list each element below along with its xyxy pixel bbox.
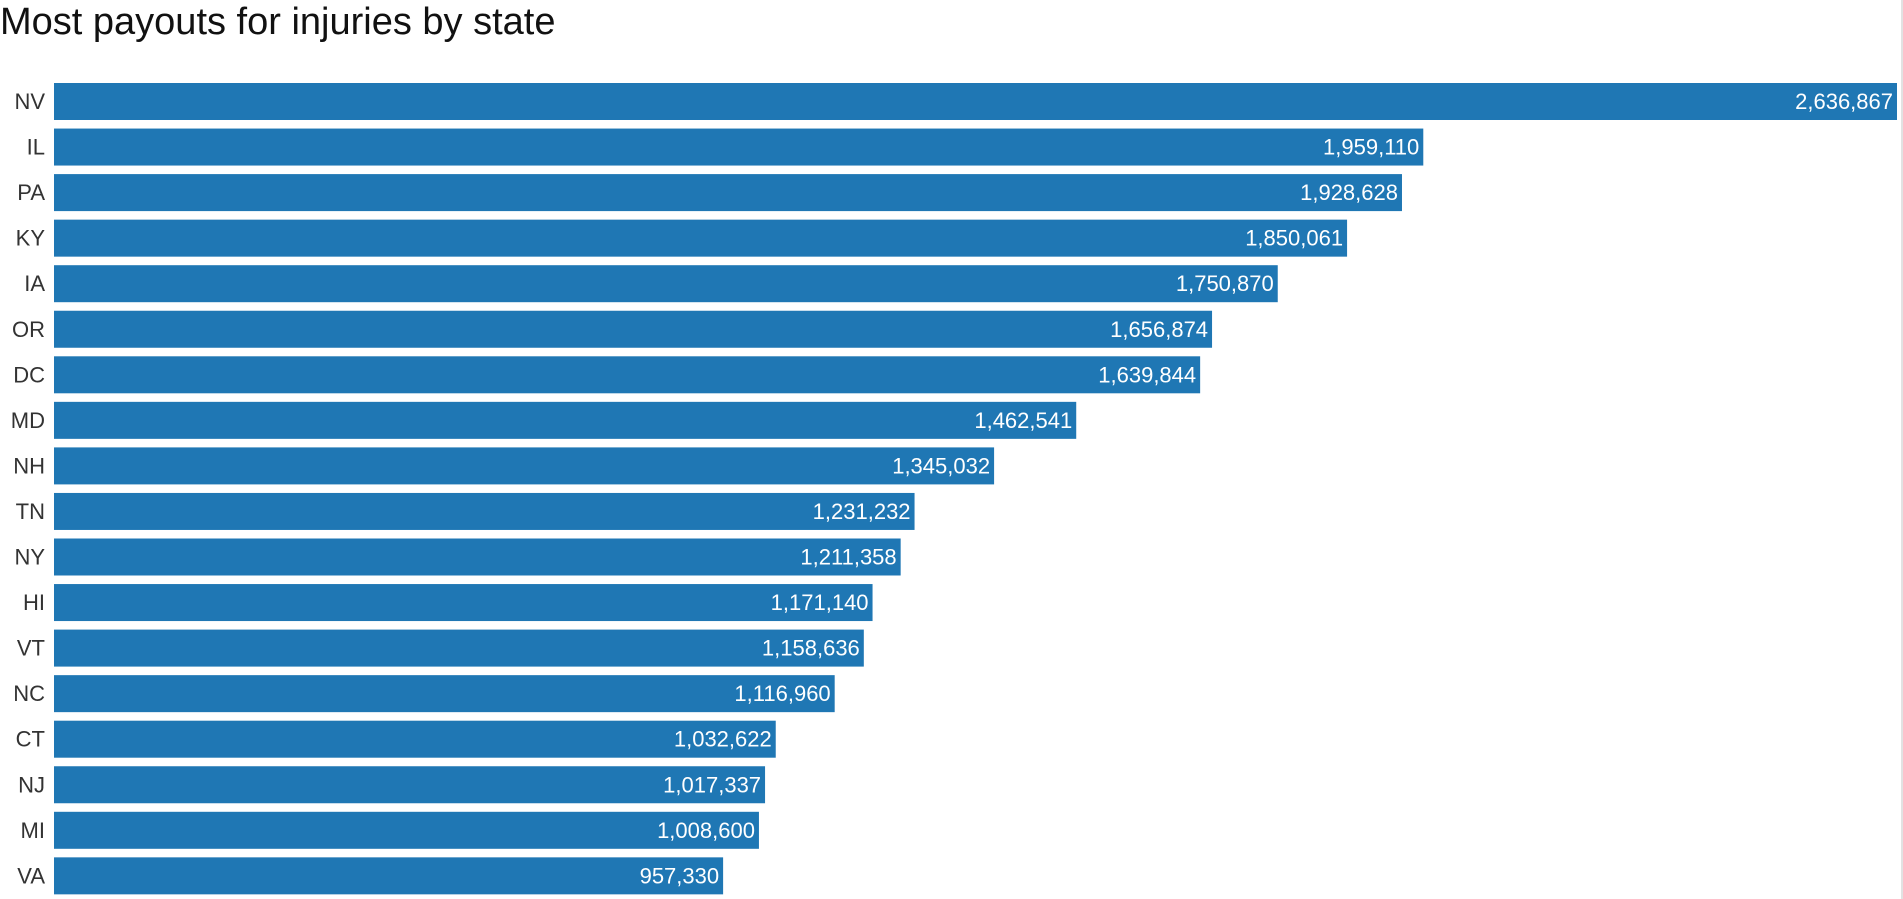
value-label-md: 1,462,541 xyxy=(974,408,1072,433)
category-label-tn: TN xyxy=(16,499,45,524)
value-label-or: 1,656,874 xyxy=(1110,317,1208,342)
value-label-nh: 1,345,032 xyxy=(892,453,990,478)
category-label-md: MD xyxy=(11,408,45,433)
value-label-tn: 1,231,232 xyxy=(813,499,911,524)
value-label-nj: 1,017,337 xyxy=(663,772,761,797)
value-label-nv: 2,636,867 xyxy=(1795,89,1893,114)
category-label-mi: MI xyxy=(21,818,45,843)
bar-pa xyxy=(54,174,1402,212)
bar-hi xyxy=(54,584,873,622)
right-border xyxy=(1901,0,1903,899)
category-label-hi: HI xyxy=(23,590,45,615)
bar-va xyxy=(54,857,724,895)
category-label-nj: NJ xyxy=(18,772,45,797)
value-label-hi: 1,171,140 xyxy=(771,590,869,615)
category-label-nh: NH xyxy=(13,453,45,478)
bar-nc xyxy=(54,675,835,713)
value-label-pa: 1,928,628 xyxy=(1300,180,1398,205)
bar-nh xyxy=(54,447,995,485)
value-label-ny: 1,211,358 xyxy=(800,545,896,570)
category-label-ny: NY xyxy=(14,545,45,570)
value-label-vt: 1,158,636 xyxy=(762,636,860,661)
bar-tn xyxy=(54,492,915,530)
category-label-pa: PA xyxy=(17,180,45,205)
category-label-ct: CT xyxy=(16,727,45,752)
category-label-nc: NC xyxy=(13,681,45,706)
category-label-il: IL xyxy=(27,135,45,160)
value-label-ct: 1,032,622 xyxy=(674,727,772,752)
category-label-dc: DC xyxy=(13,362,45,387)
bar-mi xyxy=(54,811,759,849)
bar-ia xyxy=(54,265,1278,303)
category-label-ky: KY xyxy=(16,226,46,251)
value-label-mi: 1,008,600 xyxy=(657,818,755,843)
category-label-va: VA xyxy=(17,863,45,888)
value-label-il: 1,959,110 xyxy=(1323,135,1419,160)
bar-nv xyxy=(54,83,1897,120)
category-label-nv: NV xyxy=(14,89,45,114)
chart-title: Most payouts for injuries by state xyxy=(0,1,556,43)
category-label-ia: IA xyxy=(24,271,45,296)
value-label-va: 957,330 xyxy=(640,863,720,888)
value-label-dc: 1,639,844 xyxy=(1098,362,1196,387)
category-label-vt: VT xyxy=(17,636,45,661)
bar-or xyxy=(54,310,1213,348)
bar-il xyxy=(54,128,1424,166)
value-label-nc: 1,116,960 xyxy=(734,681,830,706)
category-label-or: OR xyxy=(12,317,45,342)
bar-vt xyxy=(54,629,864,667)
bar-ny xyxy=(54,538,901,576)
value-label-ky: 1,850,061 xyxy=(1245,226,1343,251)
bar-dc xyxy=(54,356,1201,394)
bar-ky xyxy=(54,219,1348,257)
value-label-ia: 1,750,870 xyxy=(1176,271,1274,296)
bar-nj xyxy=(54,766,766,804)
bar-md xyxy=(54,401,1077,439)
bar-ct xyxy=(54,720,776,758)
